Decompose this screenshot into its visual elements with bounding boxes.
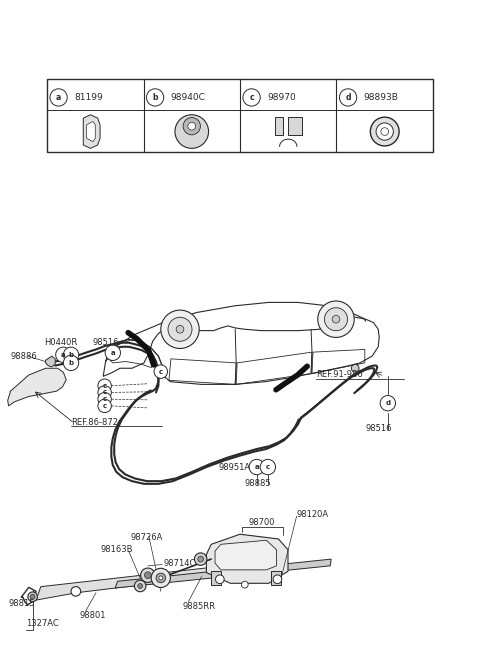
Circle shape [105, 345, 120, 360]
Circle shape [28, 592, 37, 601]
Circle shape [98, 386, 111, 399]
Polygon shape [271, 571, 281, 585]
Polygon shape [211, 571, 221, 585]
Text: d: d [345, 93, 351, 102]
Text: d: d [385, 401, 390, 406]
Text: c: c [103, 396, 107, 402]
Text: 98726A: 98726A [131, 533, 163, 542]
Circle shape [98, 392, 111, 406]
Bar [47, 79, 433, 152]
Circle shape [381, 128, 389, 135]
Text: 98516: 98516 [92, 338, 119, 347]
Circle shape [183, 118, 201, 135]
Circle shape [30, 594, 35, 599]
Circle shape [176, 325, 184, 333]
Text: 98970: 98970 [267, 93, 296, 102]
Circle shape [141, 568, 155, 583]
Text: c: c [266, 464, 270, 470]
Polygon shape [103, 317, 379, 384]
Polygon shape [215, 540, 276, 570]
Text: 98700: 98700 [249, 518, 275, 528]
Text: 98940C: 98940C [170, 93, 205, 102]
Circle shape [260, 460, 276, 474]
Polygon shape [87, 122, 95, 142]
Text: b: b [152, 93, 158, 102]
Text: a: a [61, 352, 66, 358]
Text: 98893B: 98893B [363, 93, 398, 102]
Circle shape [156, 573, 166, 583]
Text: 9885RR: 9885RR [182, 601, 216, 611]
Text: a: a [254, 464, 259, 470]
Text: 98163B: 98163B [101, 545, 133, 554]
Circle shape [188, 122, 196, 130]
Circle shape [154, 365, 168, 378]
Text: c: c [159, 369, 163, 374]
Text: 98885: 98885 [245, 479, 271, 489]
Circle shape [98, 379, 111, 392]
Circle shape [243, 89, 260, 106]
Circle shape [376, 123, 394, 140]
Text: a: a [56, 93, 61, 102]
Polygon shape [206, 534, 288, 583]
Text: 98714C: 98714C [163, 558, 195, 568]
Text: 98886: 98886 [11, 351, 37, 361]
Text: c: c [103, 383, 107, 388]
Text: a: a [110, 350, 115, 355]
Polygon shape [46, 356, 55, 367]
Circle shape [71, 587, 81, 596]
Text: b: b [69, 360, 73, 366]
Text: 98516: 98516 [366, 424, 392, 433]
Circle shape [159, 576, 163, 580]
Circle shape [63, 355, 79, 370]
Circle shape [175, 115, 209, 149]
Circle shape [198, 556, 204, 562]
Circle shape [63, 347, 79, 362]
Circle shape [98, 399, 111, 413]
Circle shape [351, 364, 359, 372]
Circle shape [56, 347, 71, 362]
Circle shape [50, 89, 67, 106]
Circle shape [332, 315, 340, 323]
Circle shape [324, 308, 348, 331]
Polygon shape [36, 560, 282, 600]
Circle shape [144, 572, 151, 579]
Text: 1327AC: 1327AC [26, 619, 59, 628]
Text: c: c [249, 93, 254, 102]
Text: c: c [103, 390, 107, 395]
Text: REF.86-872: REF.86-872 [71, 417, 118, 427]
Polygon shape [275, 117, 283, 135]
Polygon shape [84, 115, 100, 149]
Circle shape [380, 396, 396, 411]
Text: c: c [103, 403, 107, 409]
Circle shape [273, 575, 282, 583]
Polygon shape [8, 368, 66, 406]
Circle shape [194, 553, 207, 565]
Circle shape [318, 301, 354, 337]
Circle shape [216, 575, 224, 583]
Text: 98801: 98801 [80, 611, 106, 620]
Text: 81199: 81199 [74, 93, 103, 102]
Text: REF.91-986: REF.91-986 [316, 370, 362, 380]
Circle shape [146, 89, 164, 106]
Text: 98815: 98815 [9, 599, 35, 608]
Circle shape [241, 581, 248, 588]
Circle shape [168, 317, 192, 341]
Text: 98951A: 98951A [218, 462, 251, 472]
Circle shape [249, 460, 264, 474]
Circle shape [151, 569, 170, 587]
Text: H0440R: H0440R [44, 338, 77, 347]
Circle shape [138, 583, 143, 589]
Polygon shape [288, 117, 302, 135]
Circle shape [339, 89, 357, 106]
Polygon shape [115, 559, 331, 588]
Circle shape [161, 310, 199, 349]
Text: 98120A: 98120A [297, 509, 329, 519]
Circle shape [371, 117, 399, 146]
Text: b: b [69, 352, 73, 358]
Circle shape [134, 580, 146, 592]
